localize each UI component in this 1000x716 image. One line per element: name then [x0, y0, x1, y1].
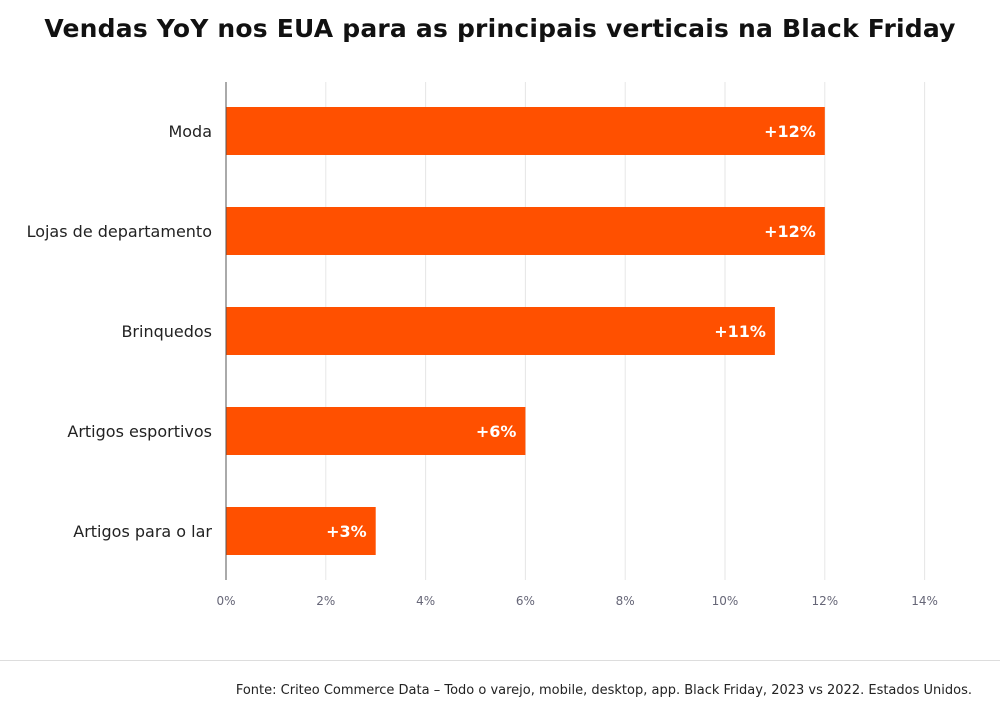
- category-label: Brinquedos: [121, 322, 212, 341]
- bar-moda: [226, 107, 825, 155]
- value-label: +6%: [476, 422, 517, 441]
- value-label: +11%: [714, 322, 766, 341]
- bar-brinquedos: [226, 307, 775, 355]
- category-label: Lojas de departamento: [27, 222, 212, 241]
- x-tick-label: 6%: [516, 594, 535, 608]
- bar-artigos-para-o-lar: [226, 507, 376, 555]
- bar-artigos-esportivos: [226, 407, 526, 455]
- category-label: Artigos para o lar: [73, 522, 212, 541]
- value-label: +12%: [764, 222, 816, 241]
- x-tick-label: 0%: [216, 594, 235, 608]
- bar-chart: 0% 2% 4% 6% 8% 10% 12% 14% Moda +12% Lojas de depa…: [27, 82, 938, 608]
- chart-title: Vendas YoY nos EUA para as principais ve…: [44, 14, 956, 43]
- x-tick-label: 8%: [616, 594, 635, 608]
- x-tick-label: 4%: [416, 594, 435, 608]
- x-tick-label: 14%: [911, 594, 938, 608]
- category-label: Artigos esportivos: [67, 422, 212, 441]
- bar-lojas-de-departamento: [226, 207, 825, 255]
- value-label: +3%: [326, 522, 367, 541]
- source-note: Fonte: Criteo Commerce Data – Todo o var…: [235, 683, 972, 698]
- x-tick-label: 2%: [316, 594, 335, 608]
- footer-divider: [0, 660, 1000, 661]
- x-tick-label: 12%: [811, 594, 838, 608]
- value-label: +12%: [764, 122, 816, 141]
- x-tick-label: 10%: [712, 594, 739, 608]
- category-label: Moda: [168, 122, 212, 141]
- labels: 0% 2% 4% 6% 8% 10% 12% 14% Moda +12% Lojas de depa…: [27, 122, 938, 608]
- bars: [226, 107, 825, 555]
